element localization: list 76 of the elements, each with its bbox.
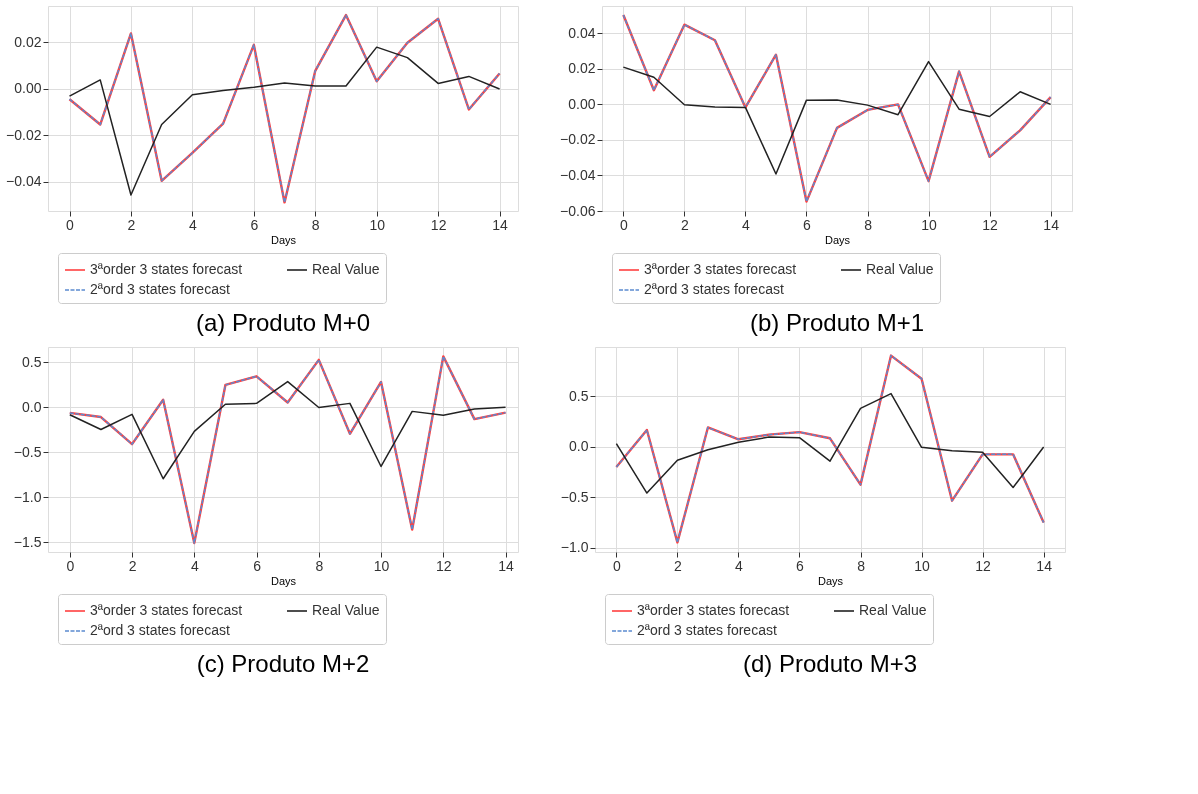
line-series xyxy=(615,354,1045,544)
x-tick-label: 10 xyxy=(369,216,386,233)
legend-label: Real Value xyxy=(859,602,927,618)
y-tick-label: 0.04 xyxy=(568,24,596,41)
x-tick-label: 12 xyxy=(430,216,447,233)
x-tick-label: 4 xyxy=(735,557,744,574)
x-tick-label: 4 xyxy=(188,216,197,233)
x-tick-label: 0 xyxy=(619,216,628,233)
y-tick-label: −0.06 xyxy=(560,202,596,219)
legend-label: Real Value xyxy=(866,261,934,277)
y-tick-label: −0.02 xyxy=(6,126,42,143)
x-tick-label: 4 xyxy=(190,557,199,574)
x-axis-title: Days xyxy=(270,574,297,587)
legend-label: 3ªorder 3 states forecast xyxy=(644,261,797,277)
y-tick-label: −0.04 xyxy=(6,173,42,190)
x-tick-label: 8 xyxy=(864,216,873,233)
x-tick-label: 14 xyxy=(498,557,515,574)
x-tick-label: 0 xyxy=(66,216,75,233)
x-tick-label: 8 xyxy=(315,557,324,574)
legend-label: 3ªorder 3 states forecast xyxy=(90,602,243,618)
x-tick-label: 6 xyxy=(803,216,812,233)
y-tick-label: 0.02 xyxy=(568,60,596,77)
y-tick-label: −1.5 xyxy=(13,533,42,550)
x-tick-label: 8 xyxy=(311,216,320,233)
y-tick-label: −1.0 xyxy=(13,488,42,505)
text: (d) Produto M+3 xyxy=(742,649,918,677)
y-tick-label: 0.5 xyxy=(22,353,42,370)
x-tick-label: 10 xyxy=(914,557,931,574)
x-tick-label: 14 xyxy=(1036,557,1053,574)
y-tick-label: −0.04 xyxy=(560,166,596,183)
legend-label: 3ªorder 3 states forecast xyxy=(637,602,790,618)
line-series xyxy=(69,380,507,480)
x-tick-label: 2 xyxy=(128,557,137,574)
y-tick-label: −0.5 xyxy=(560,488,589,505)
legend-label: 2ªord 3 states forecast xyxy=(90,281,230,297)
x-tick-label: 6 xyxy=(796,557,805,574)
text: (c) Produto M+2 xyxy=(196,649,370,677)
x-tick-label: 12 xyxy=(975,557,992,574)
x-tick-label: 10 xyxy=(921,216,938,233)
legend-label: 2ªord 3 states forecast xyxy=(637,622,777,638)
x-tick-label: 2 xyxy=(127,216,136,233)
x-axis-title: Days xyxy=(817,574,844,587)
x-tick-label: 14 xyxy=(1043,216,1060,233)
x-tick-label: 0 xyxy=(612,557,621,574)
y-tick-label: 0.00 xyxy=(568,95,596,112)
line-series xyxy=(68,46,501,196)
x-tick-label: 12 xyxy=(436,557,452,574)
x-tick-label: 12 xyxy=(982,216,999,233)
legend-label: 2ªord 3 states forecast xyxy=(644,281,784,297)
x-tick-label: 2 xyxy=(674,557,682,574)
legend-label: Real Value xyxy=(312,602,380,618)
y-tick-label: −0.02 xyxy=(560,131,596,148)
x-tick-label: 6 xyxy=(250,216,259,233)
text: (b) Produto M+1 xyxy=(749,308,925,336)
y-tick-label: −0.5 xyxy=(13,443,42,460)
y-tick-label: −1.0 xyxy=(560,539,589,556)
y-tick-label: 0.00 xyxy=(14,80,42,97)
x-tick-label: 14 xyxy=(492,216,509,233)
legend-label: 3ªorder 3 states forecast xyxy=(90,261,243,277)
x-tick-label: 10 xyxy=(373,557,390,574)
x-tick-label: 2 xyxy=(681,216,689,233)
y-tick-label: 0.0 xyxy=(569,438,589,455)
line-series xyxy=(622,60,1052,175)
legend-label: 2ªord 3 states forecast xyxy=(90,622,230,638)
y-tick-label: 0.0 xyxy=(22,398,42,415)
x-tick-label: 6 xyxy=(253,557,262,574)
x-tick-label: 0 xyxy=(66,557,75,574)
y-tick-label: 0.02 xyxy=(14,33,42,50)
x-tick-label: 4 xyxy=(742,216,751,233)
x-tick-label: 8 xyxy=(857,557,866,574)
text: (a) Produto M+0 xyxy=(195,308,371,336)
legend-label: Real Value xyxy=(312,261,380,277)
x-axis-title: Days xyxy=(270,233,297,246)
line-series xyxy=(615,392,1045,494)
y-tick-label: 0.5 xyxy=(569,387,589,404)
x-axis-title: Days xyxy=(824,233,851,246)
